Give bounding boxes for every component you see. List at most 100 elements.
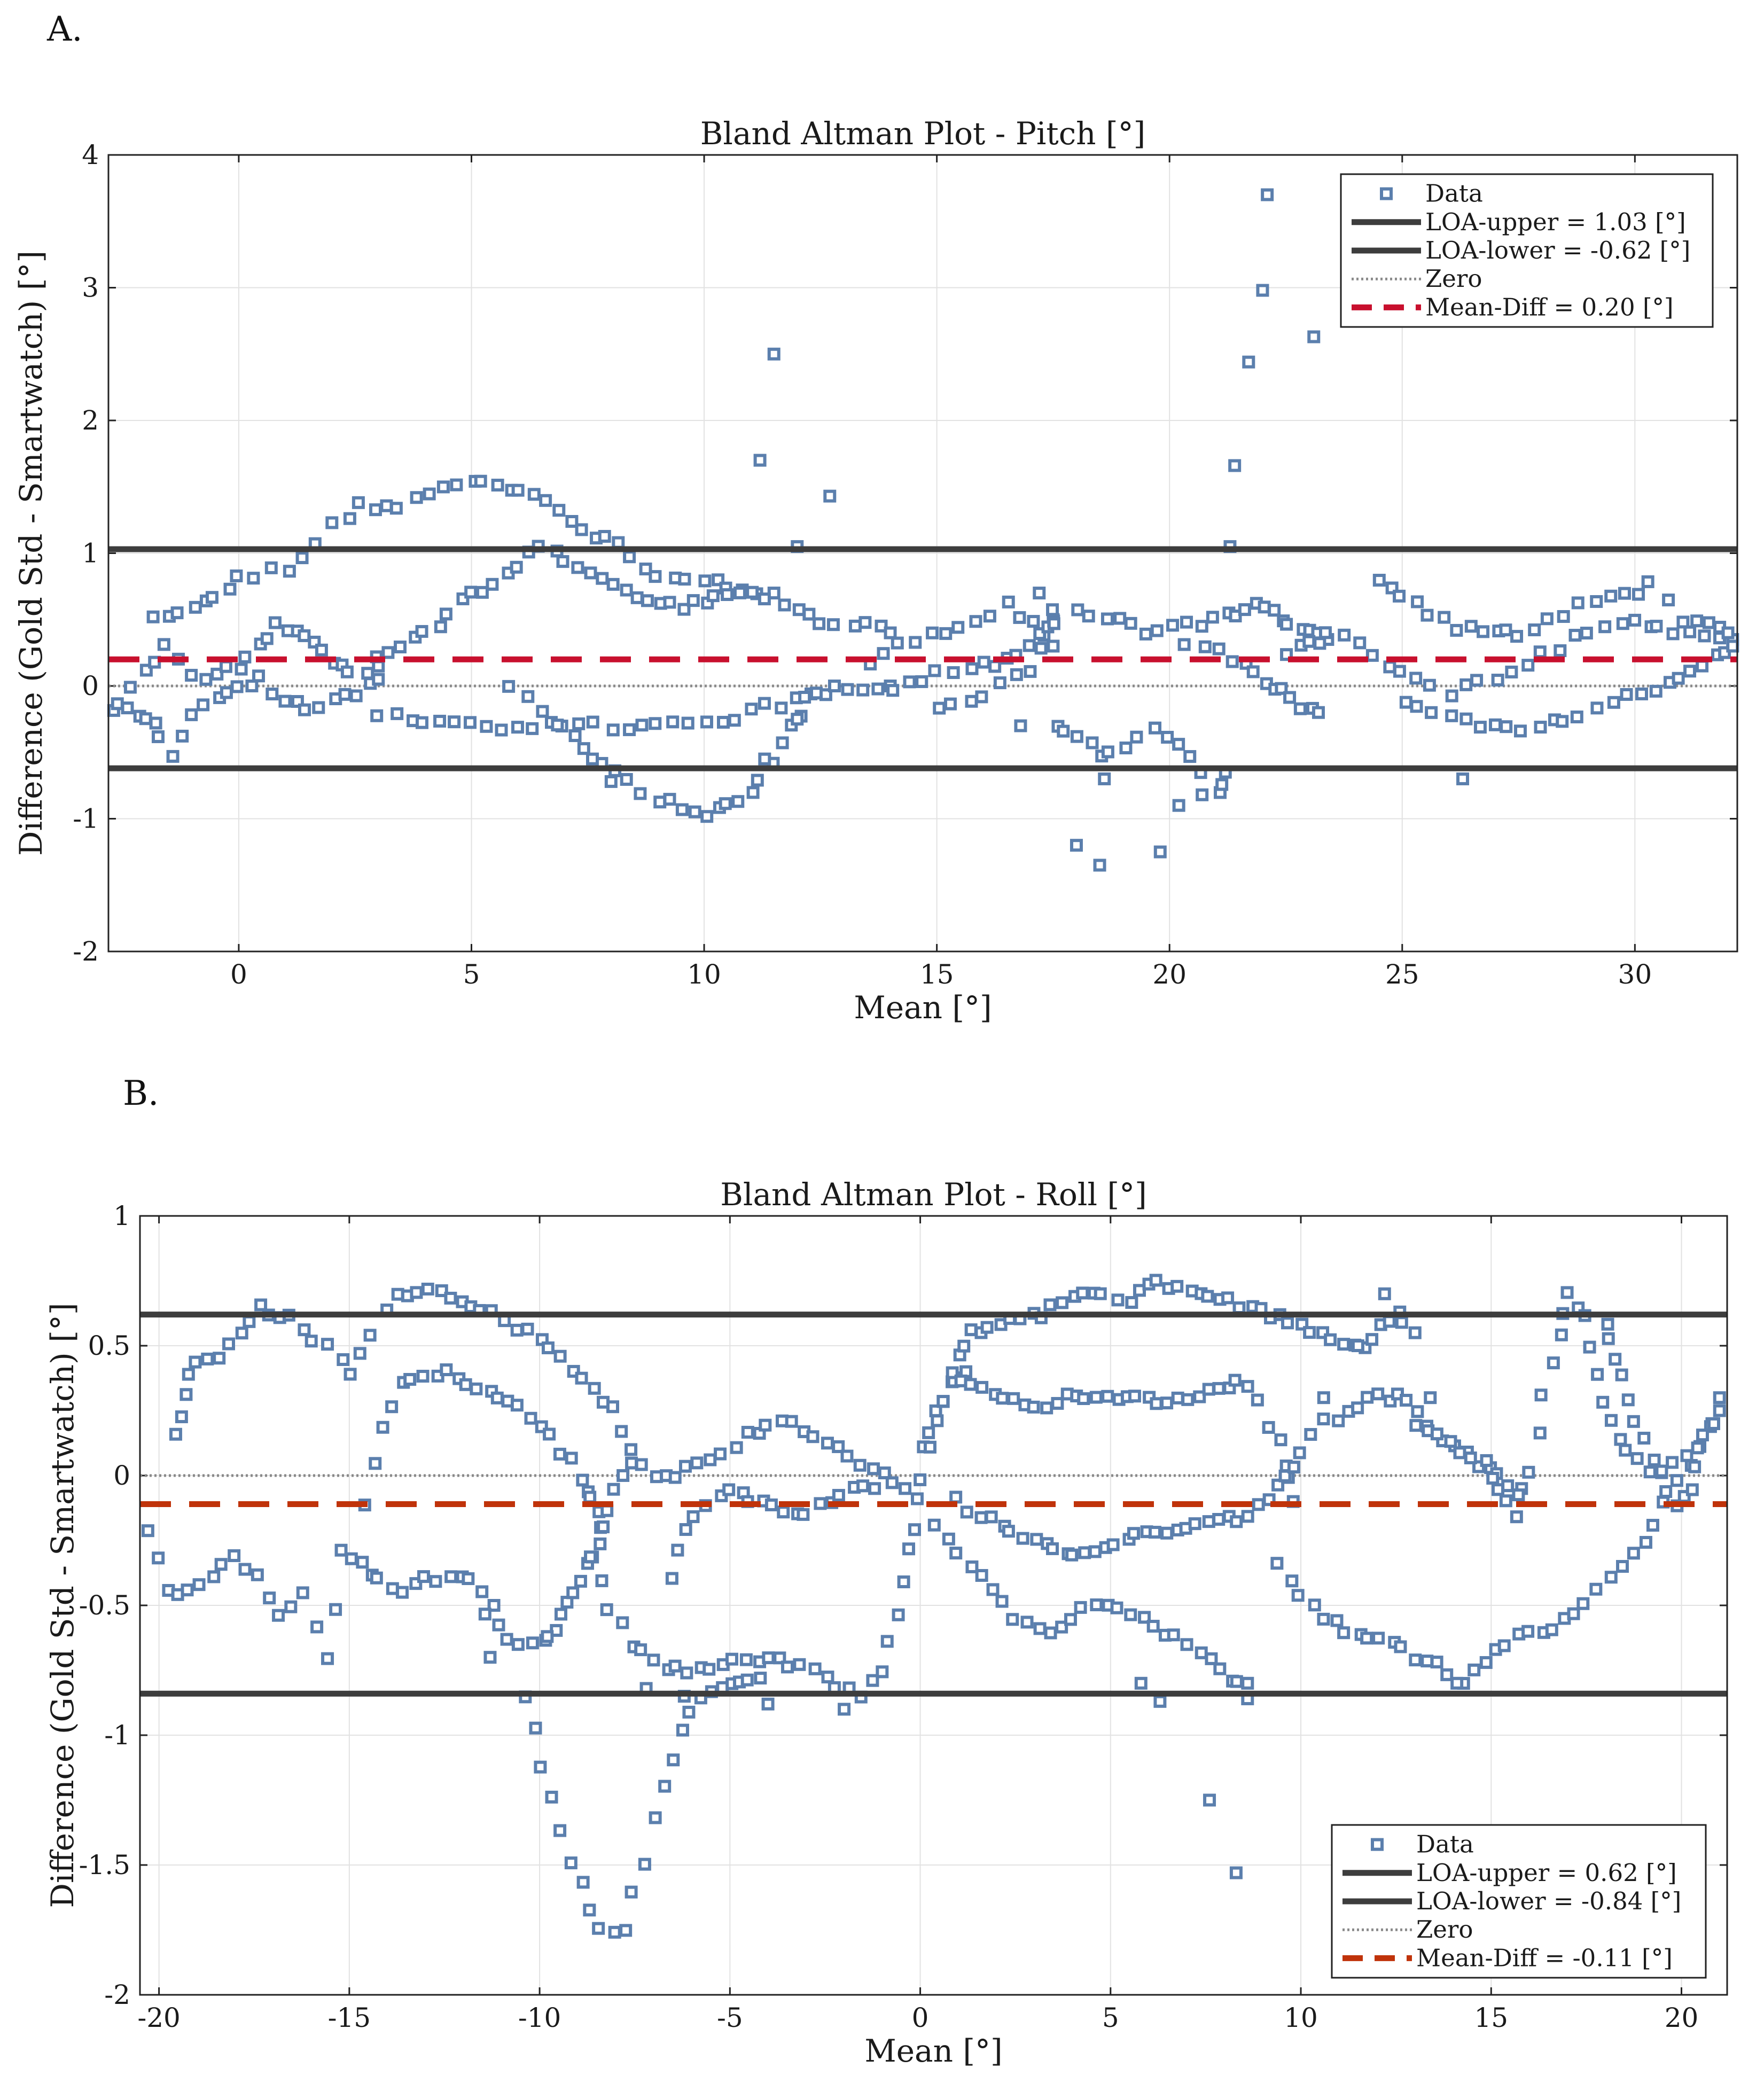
data-point xyxy=(1670,1474,1683,1487)
data-point xyxy=(598,529,611,543)
data-point xyxy=(1232,1301,1246,1315)
data-point xyxy=(157,638,170,651)
data-point xyxy=(141,1524,154,1538)
data-point xyxy=(1470,674,1484,687)
data-point xyxy=(1030,1533,1043,1546)
data-point xyxy=(885,1476,899,1489)
data-point xyxy=(1324,1333,1337,1346)
data-point xyxy=(1459,712,1473,725)
data-point xyxy=(511,721,524,734)
data-point xyxy=(576,1876,590,1889)
data-point xyxy=(926,626,939,639)
data-point xyxy=(714,1447,727,1461)
data-point xyxy=(703,1663,716,1676)
data-point xyxy=(283,565,296,578)
data-point xyxy=(252,669,266,683)
data-point xyxy=(608,1925,621,1939)
data-point xyxy=(214,1558,228,1571)
data-point xyxy=(1138,1611,1151,1624)
data-point xyxy=(1596,1395,1610,1409)
data-point xyxy=(690,1456,704,1470)
data-point xyxy=(1423,678,1436,692)
data-point xyxy=(571,561,584,574)
data-point xyxy=(1308,1598,1321,1612)
data-point xyxy=(1287,1461,1300,1474)
data-point xyxy=(665,1572,678,1585)
x-tick-label: 15 xyxy=(920,959,954,990)
data-point xyxy=(1128,1390,1141,1403)
y-tick-label: -1 xyxy=(73,803,99,834)
data-point xyxy=(1057,724,1070,738)
data-point xyxy=(1620,688,1633,701)
data-point xyxy=(1365,1333,1379,1346)
data-point xyxy=(977,656,990,669)
data-point xyxy=(1662,594,1675,607)
data-point xyxy=(1533,1426,1547,1440)
legend-data-swatch xyxy=(1371,1838,1384,1851)
data-point xyxy=(1228,1374,1242,1387)
data-point xyxy=(510,560,523,574)
data-point xyxy=(1202,1383,1215,1396)
data-point xyxy=(1283,691,1297,704)
data-point xyxy=(1560,1286,1574,1299)
data-point xyxy=(210,667,224,681)
data-point xyxy=(1307,330,1321,344)
data-point xyxy=(1453,1446,1466,1460)
data-point xyxy=(785,1415,798,1428)
x-tick-label: 0 xyxy=(912,2002,929,2033)
data-point xyxy=(492,1618,505,1632)
data-point xyxy=(638,1858,651,1871)
data-point xyxy=(1280,618,1293,631)
data-point xyxy=(228,1549,241,1562)
data-point xyxy=(1409,672,1423,685)
data-point xyxy=(1303,1326,1316,1339)
data-point xyxy=(444,1291,457,1305)
data-point xyxy=(199,673,213,686)
data-point xyxy=(776,736,789,750)
data-point xyxy=(439,607,452,621)
data-point xyxy=(739,1653,753,1666)
x-tick-label: -20 xyxy=(137,2002,181,2033)
data-point xyxy=(1568,629,1582,642)
data-point xyxy=(554,1608,567,1621)
data-point xyxy=(927,1518,941,1532)
data-point xyxy=(588,1382,601,1395)
data-point xyxy=(1590,595,1603,608)
x-tick-label: 15 xyxy=(1474,2002,1508,2033)
data-point xyxy=(1317,1413,1330,1426)
data-point xyxy=(1589,1582,1603,1596)
data-point xyxy=(762,1651,775,1665)
data-point xyxy=(121,701,134,715)
data-point xyxy=(1372,574,1386,587)
data-point xyxy=(429,1575,442,1588)
data-point xyxy=(949,1491,963,1504)
data-point xyxy=(1528,623,1541,636)
data-point xyxy=(1089,1391,1103,1404)
data-point xyxy=(1110,1601,1123,1614)
data-point xyxy=(1212,642,1226,656)
data-point xyxy=(510,1323,524,1337)
data-point xyxy=(596,572,609,585)
y-tick-label: 4 xyxy=(82,139,99,170)
data-point xyxy=(634,1643,647,1657)
data-point xyxy=(1557,610,1570,623)
data-point xyxy=(1479,1656,1493,1669)
legend-mean-diff-label: Mean-Diff = 0.20 [°] xyxy=(1425,293,1674,321)
data-point xyxy=(616,1469,630,1482)
data-point xyxy=(1698,629,1711,643)
data-point xyxy=(403,1372,417,1386)
data-point xyxy=(658,1780,672,1793)
data-point xyxy=(1188,1517,1201,1531)
data-point xyxy=(1275,682,1288,695)
x-axis-label: Mean [°] xyxy=(864,2033,1002,2069)
data-point xyxy=(1238,603,1251,617)
data-point xyxy=(189,600,202,614)
data-point xyxy=(607,1482,620,1496)
legend-data-swatch xyxy=(1380,187,1393,200)
data-point xyxy=(410,1286,423,1299)
data-point xyxy=(733,586,746,599)
data-point xyxy=(1337,1338,1351,1351)
data-point xyxy=(1618,587,1631,600)
data-point xyxy=(353,1347,366,1360)
data-point xyxy=(639,563,652,576)
